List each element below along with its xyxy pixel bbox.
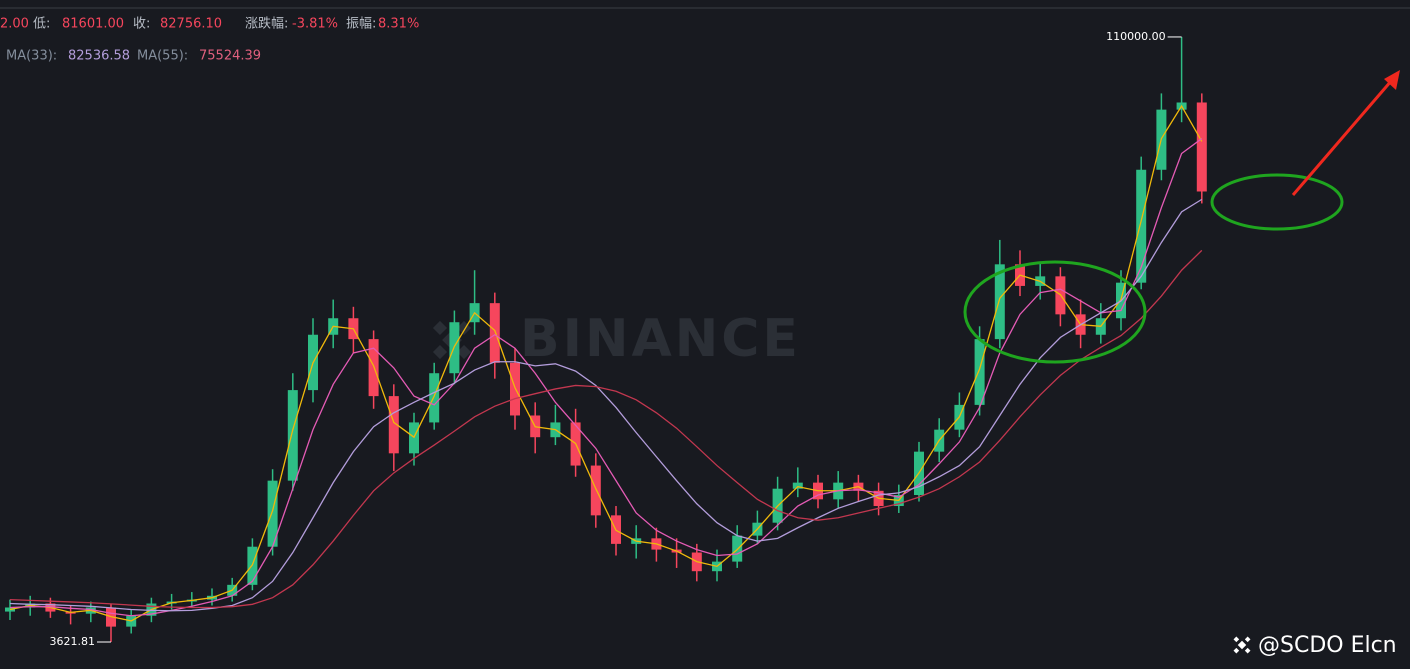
candle-body	[1136, 169, 1147, 283]
candle-body	[489, 303, 500, 363]
signature: @SCDO Elcn	[1258, 633, 1397, 658]
candle-body	[267, 480, 278, 547]
ma-line	[9, 104, 1203, 622]
header-item: 2.00	[0, 17, 29, 32]
watermark: BINANCE	[520, 309, 801, 369]
header-item: 8.31%	[378, 17, 419, 32]
header-item: 82756.10	[160, 17, 222, 32]
header: 2.00 低: 81601.00 收: 82756.10 涨跌幅: -3.81% 振幅: 8.3…	[0, 16, 419, 64]
candle-body	[994, 264, 1005, 340]
header-item: 涨跌幅:	[245, 16, 288, 32]
header-item: MA(33):	[6, 49, 57, 64]
header-item: MA(55):	[137, 49, 188, 64]
plot-area: 110000.00 3621.81	[5, 30, 1207, 648]
highlight-ellipse	[1210, 173, 1344, 231]
highlight-ellipse	[963, 260, 1147, 364]
candle-body	[732, 535, 743, 562]
ma-line	[9, 198, 1203, 612]
header-item: 81601.00	[62, 17, 124, 32]
candle-body	[5, 607, 15, 612]
header-item: 低:	[33, 17, 50, 32]
ma-line	[9, 249, 1203, 609]
candle-body	[287, 390, 298, 481]
candle-body	[1196, 102, 1207, 192]
header-item: 75524.39	[199, 49, 261, 64]
header-item: -3.81%	[292, 17, 338, 32]
candle-body	[590, 465, 601, 516]
watermark-group: BINANCE	[432, 309, 801, 369]
candle-body	[429, 373, 440, 423]
candle-body	[792, 482, 803, 489]
candle-body	[388, 396, 399, 454]
header-item: 振幅:	[346, 17, 376, 32]
candle-body	[974, 339, 985, 405]
trend-arrow	[1291, 70, 1400, 196]
header-item: 82536.58	[68, 49, 130, 64]
max-label: 110000.00	[1106, 30, 1166, 43]
header-item: 收:	[133, 17, 150, 32]
min-label: 3621.81	[50, 635, 96, 648]
ma-line	[9, 138, 1203, 617]
